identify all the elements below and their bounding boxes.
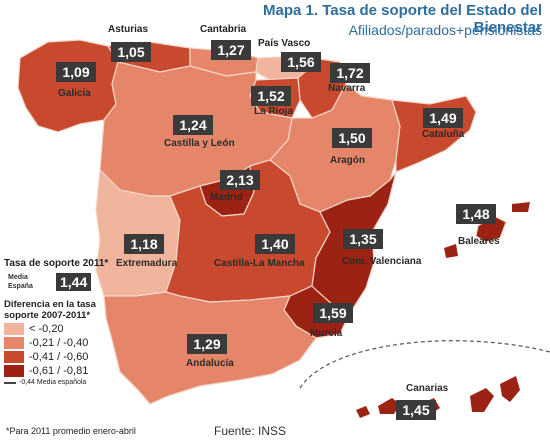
region-name-paisvasco: País Vasco xyxy=(258,38,311,49)
legend-media-value: 1,44 xyxy=(56,273,92,291)
legend-swatch-1 xyxy=(4,322,24,335)
legend-item-1: < -0,20 xyxy=(4,322,114,335)
region-galicia xyxy=(17,39,119,133)
value-cantabria: 1,27 xyxy=(211,40,251,60)
value-asturias: 1,05 xyxy=(111,42,151,62)
map-title: Mapa 1. Tasa de soporte del Estado del B… xyxy=(263,2,542,36)
region-canarias-5 xyxy=(500,376,520,402)
region-name-madrid: Madrid xyxy=(210,192,243,203)
region-canarias-2 xyxy=(356,406,370,418)
value-baleares: 1,48 xyxy=(456,204,496,224)
legend-item-4: -0,61 / -0,81 xyxy=(4,364,114,377)
region-name-asturias: Asturias xyxy=(108,24,149,35)
region-name-cantabria: Cantabria xyxy=(200,24,247,35)
region-baleares-ibiza xyxy=(444,244,458,258)
region-name-clm: Castilla-La Mancha xyxy=(214,258,305,269)
map-legend: Tasa de soporte 2011* Media España 1,44 … xyxy=(4,258,114,386)
region-name-extremadura: Extremadura xyxy=(116,258,178,269)
legend-label-3: -0,41 / -0,60 xyxy=(29,350,89,363)
value-galicia: 1,09 xyxy=(56,62,96,82)
value-rioja: 1,52 xyxy=(251,86,291,106)
region-name-cyl: Castilla y León xyxy=(164,138,235,149)
region-name-navarra: Navarra xyxy=(328,83,366,94)
source-credit: Fuente: INSS xyxy=(214,424,287,438)
legend-swatch-2 xyxy=(4,336,24,349)
region-name-aragon: Aragón xyxy=(330,155,365,166)
legend-media: Media España 1,44 xyxy=(4,271,114,293)
value-clm: 1,40 xyxy=(255,234,295,254)
value-madrid: 2,13 xyxy=(220,170,260,190)
value-aragon: 1,50 xyxy=(332,128,372,148)
region-baleares-menorca xyxy=(512,202,530,212)
region-name-rioja: La Rioja xyxy=(254,106,293,117)
legend-media-line: -0,44 Media española xyxy=(4,379,114,386)
value-cyl: 1,24 xyxy=(173,115,213,135)
region-name-valenciana: Com. Valenciana xyxy=(342,256,422,267)
region-name-baleares: Baleares xyxy=(458,236,500,247)
region-canarias-4 xyxy=(470,388,494,412)
region-name-cataluna: Cataluña xyxy=(422,129,465,140)
legend-label-4: -0,61 / -0,81 xyxy=(29,364,89,377)
legend-media-line-label: -0,44 Media española xyxy=(19,379,87,386)
region-name-murcia: Murcia xyxy=(310,328,343,339)
legend-swatch-3 xyxy=(4,350,24,363)
dashed-line-icon xyxy=(4,381,16,384)
value-murcia: 1,59 xyxy=(313,303,353,323)
legend-label-1: < -0,20 xyxy=(29,322,64,335)
value-andalucia: 1,29 xyxy=(187,334,227,354)
region-name-galicia: Galicia xyxy=(58,88,91,99)
legend-item-2: -0,21 / -0,40 xyxy=(4,336,114,349)
legend-item-3: -0,41 / -0,60 xyxy=(4,350,114,363)
value-extremadura: 1,18 xyxy=(124,234,164,254)
map-subtitle: Afiliados/parados+pensionistas xyxy=(348,22,542,38)
legend-label-2: -0,21 / -0,40 xyxy=(29,336,89,349)
region-name-canarias: Canarias xyxy=(406,383,449,394)
legend-media-label-1: Media xyxy=(8,274,28,281)
value-canarias: 1,45 xyxy=(396,400,436,420)
footnote: *Para 2011 promedio enero-abril xyxy=(6,426,136,436)
region-name-andalucia: Andalucía xyxy=(186,358,234,369)
legend-tasa-title: Tasa de soporte 2011* xyxy=(4,258,109,269)
value-valenciana: 1,35 xyxy=(343,229,383,249)
legend-media-label-2: España xyxy=(8,283,33,290)
legend-swatch-4 xyxy=(4,364,24,377)
region-canarias xyxy=(378,398,400,414)
value-paisvasco: 1,56 xyxy=(281,52,321,72)
value-cataluna: 1,49 xyxy=(423,108,463,128)
legend-dif-title: Diferencia en la tasa soporte 2007-2011* xyxy=(4,299,96,321)
value-navarra: 1,72 xyxy=(330,63,370,83)
